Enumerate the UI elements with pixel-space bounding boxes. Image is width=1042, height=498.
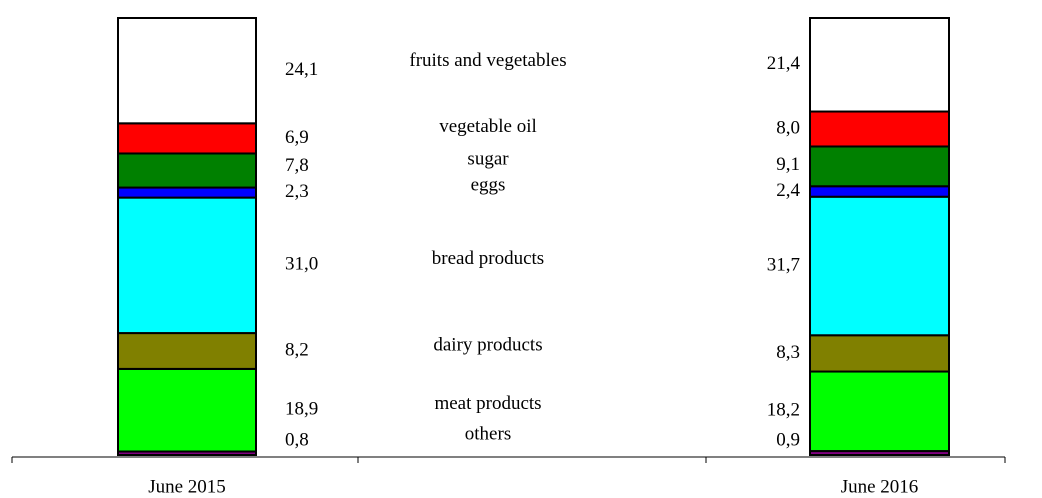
value-label: 31,7	[767, 254, 800, 275]
bar-segment	[117, 196, 257, 335]
bar-segment	[117, 186, 257, 199]
value-label: 8,2	[285, 339, 309, 360]
value-label: 7,8	[285, 155, 309, 176]
series-label: others	[465, 423, 511, 444]
bar-segment	[809, 185, 950, 198]
bar-segment	[117, 17, 257, 125]
bar-segment	[809, 110, 950, 148]
bar-segment	[809, 145, 950, 188]
series-label: eggs	[471, 174, 506, 195]
value-label: 6,9	[285, 127, 309, 148]
bar-segment	[809, 370, 950, 453]
bar-segment	[117, 122, 257, 155]
value-label: 21,4	[767, 53, 801, 74]
bar-segment	[117, 152, 257, 189]
series-label: fruits and vegetables	[409, 50, 566, 71]
value-label: 2,3	[285, 181, 309, 202]
value-label: 24,1	[285, 59, 318, 80]
value-label: 8,0	[776, 117, 800, 138]
series-label: bread products	[432, 248, 544, 269]
series-label: sugar	[467, 148, 509, 169]
x-tick-label: June 2016	[841, 476, 919, 497]
bar-segment	[117, 367, 257, 453]
bar-segment	[117, 332, 257, 370]
value-label: 8,3	[776, 342, 800, 363]
bar-segment	[809, 17, 950, 113]
series-label: dairy products	[433, 335, 542, 356]
value-label: 31,0	[285, 254, 318, 275]
value-label: 2,4	[776, 180, 800, 201]
value-label: 9,1	[776, 154, 800, 175]
series-label: vegetable oil	[439, 116, 537, 137]
value-label: 18,2	[767, 400, 800, 421]
value-label: 0,8	[285, 429, 309, 450]
value-label: 0,9	[776, 429, 800, 450]
bar-segment	[809, 334, 950, 373]
bar-segment	[809, 195, 950, 337]
value-label: 18,9	[285, 399, 318, 420]
x-tick-label: June 2015	[148, 476, 226, 497]
series-label: meat products	[434, 393, 541, 414]
